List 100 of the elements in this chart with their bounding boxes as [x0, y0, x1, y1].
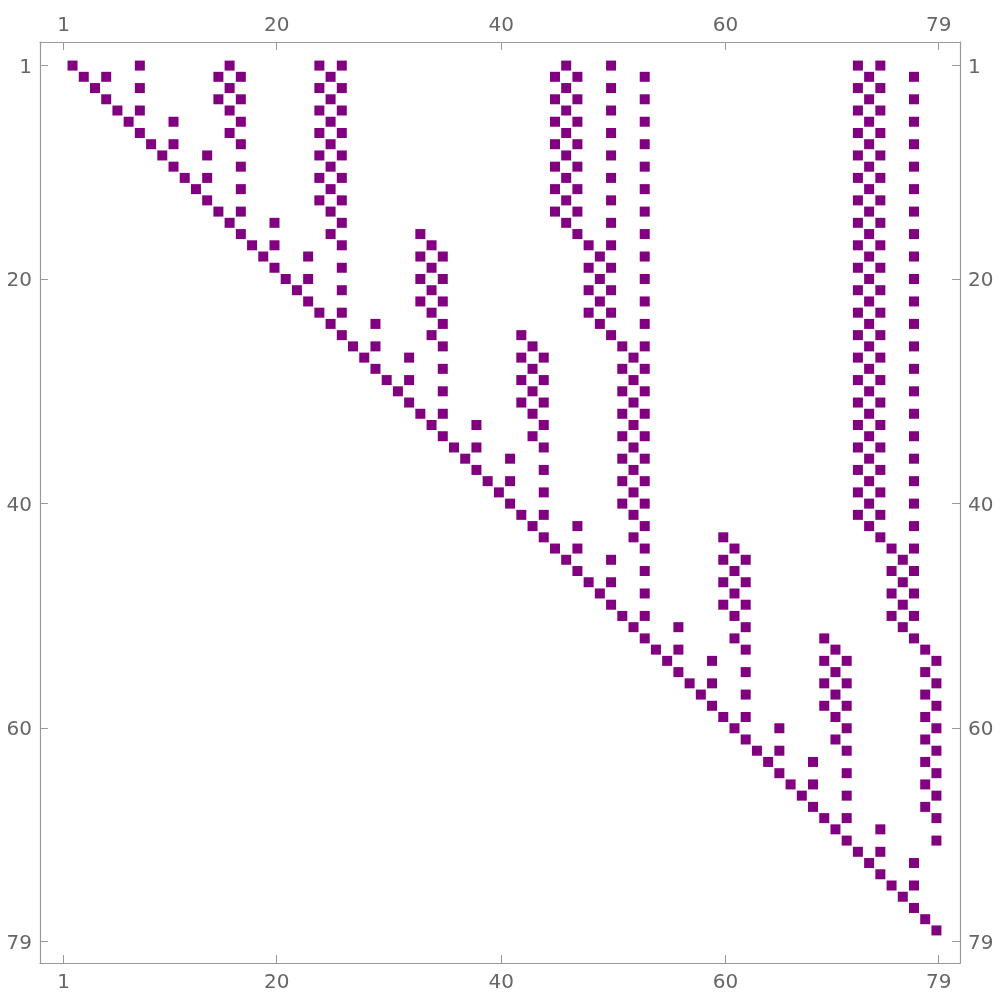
point	[628, 397, 639, 408]
point	[336, 172, 347, 183]
point	[639, 296, 650, 307]
point	[852, 509, 863, 520]
point	[830, 667, 841, 678]
point	[830, 689, 841, 700]
point	[875, 285, 886, 296]
point	[841, 768, 852, 779]
y2-tick-label: 1	[968, 53, 981, 78]
point	[628, 509, 639, 520]
point	[628, 420, 639, 430]
point	[639, 341, 650, 352]
point	[931, 790, 942, 801]
x2-tick-label: 60	[712, 12, 739, 36]
point	[617, 408, 628, 419]
point	[852, 330, 863, 341]
point	[774, 723, 785, 734]
point	[931, 813, 942, 824]
point	[269, 240, 280, 251]
point	[527, 363, 538, 374]
point	[897, 577, 908, 588]
y-tick-label: 79	[6, 929, 32, 954]
point	[426, 240, 437, 251]
point	[864, 318, 875, 329]
point	[830, 712, 841, 723]
point	[538, 397, 549, 408]
point	[606, 172, 617, 183]
point	[852, 285, 863, 296]
point	[437, 273, 448, 284]
point	[325, 229, 336, 240]
point	[314, 105, 325, 116]
point	[617, 431, 628, 442]
point	[583, 240, 594, 251]
point	[415, 251, 426, 262]
point	[864, 139, 875, 150]
y-tick-label: 60	[6, 716, 32, 741]
point	[426, 307, 437, 318]
point	[841, 790, 852, 801]
point	[538, 420, 549, 430]
point	[909, 94, 919, 105]
point	[875, 464, 886, 475]
point	[606, 577, 617, 588]
point	[336, 150, 347, 161]
point	[841, 813, 852, 824]
point	[325, 116, 336, 127]
point	[134, 105, 145, 116]
point	[909, 161, 919, 172]
point	[336, 195, 347, 206]
point	[471, 442, 482, 453]
point	[538, 375, 549, 386]
point	[527, 431, 538, 442]
y-tick-label: 40	[6, 491, 32, 516]
point	[538, 442, 549, 453]
point	[639, 610, 650, 621]
point	[673, 644, 684, 655]
point	[168, 116, 179, 127]
point	[875, 127, 886, 138]
point	[628, 487, 639, 498]
point	[516, 330, 527, 341]
point	[875, 172, 886, 183]
point	[426, 262, 437, 273]
point	[370, 318, 381, 329]
point	[886, 566, 897, 577]
point	[864, 94, 875, 105]
x-tick-label: 20	[264, 969, 290, 993]
point	[606, 150, 617, 161]
point	[583, 285, 594, 296]
point	[920, 667, 931, 678]
x2-tick-label: 40	[488, 12, 514, 36]
point	[594, 251, 605, 262]
point	[875, 195, 886, 206]
point	[852, 262, 863, 273]
point	[336, 60, 347, 71]
point	[909, 498, 919, 509]
point	[909, 566, 919, 577]
point	[852, 150, 863, 161]
point	[639, 431, 650, 442]
point	[740, 712, 751, 723]
point	[875, 262, 886, 273]
point	[875, 420, 886, 430]
point	[325, 94, 336, 105]
x2-tick-label: 20	[264, 12, 290, 36]
point	[864, 251, 875, 262]
point	[909, 431, 919, 442]
point	[628, 352, 639, 363]
point	[718, 599, 729, 610]
point	[852, 195, 863, 206]
point	[841, 745, 852, 756]
point	[718, 554, 729, 565]
point	[729, 633, 740, 644]
point	[617, 476, 628, 487]
point	[875, 83, 886, 94]
point	[606, 60, 617, 71]
point	[628, 442, 639, 453]
point	[314, 83, 325, 94]
point	[740, 622, 751, 633]
point	[909, 633, 919, 644]
point	[134, 60, 145, 71]
point	[639, 161, 650, 172]
point	[628, 464, 639, 475]
